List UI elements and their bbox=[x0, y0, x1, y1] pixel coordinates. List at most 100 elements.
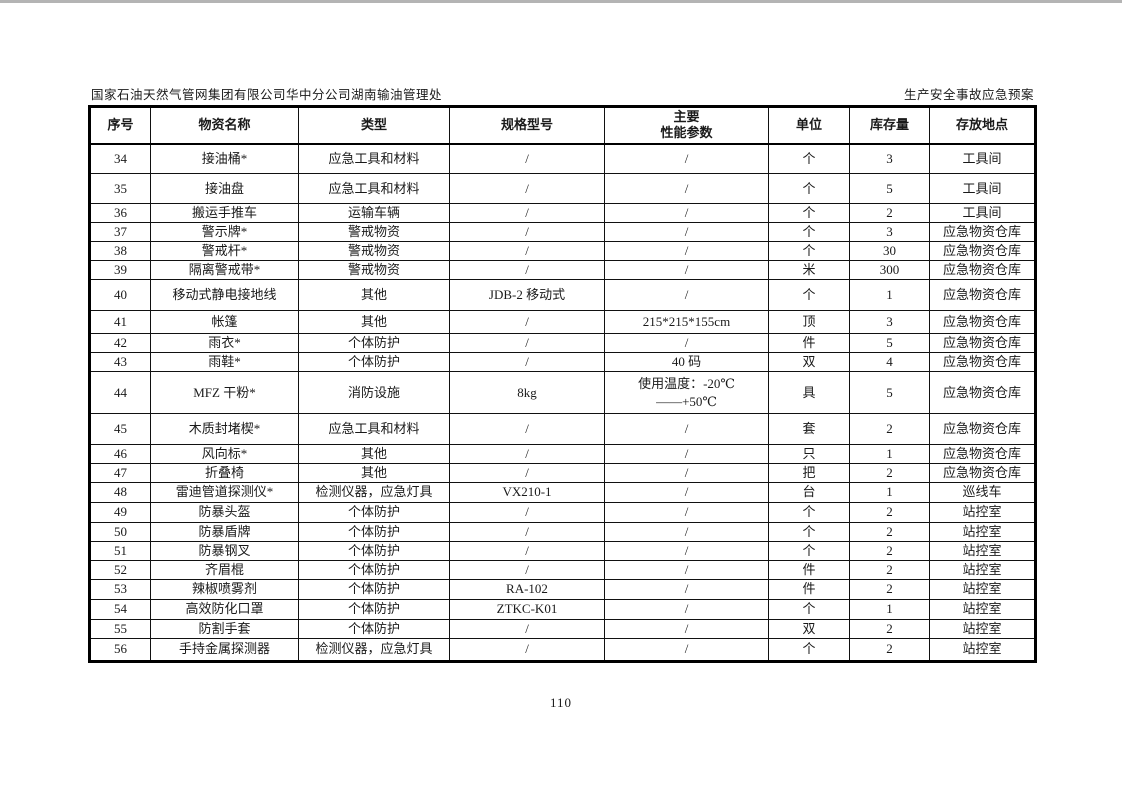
cell-material-name: 接油桶* bbox=[150, 143, 299, 174]
col-header-storage-location: 存放地点 bbox=[929, 106, 1036, 145]
cell-storage-location: 工具间 bbox=[929, 173, 1036, 204]
cell-unit: 个 bbox=[768, 143, 850, 174]
cell-material-name: MFZ 干粉* bbox=[150, 371, 299, 414]
cell-material-name: 防暴钢叉 bbox=[150, 540, 299, 561]
cell-unit: 个 bbox=[768, 501, 850, 523]
table-row: 49 防暴头盔 个体防护 / / 个 2 站控室 bbox=[89, 501, 1036, 523]
cell-main-params: / bbox=[604, 578, 769, 600]
cell-unit: 只 bbox=[768, 444, 850, 464]
col-header-seq: 序号 bbox=[89, 106, 151, 145]
table-row: 46 风向标* 其他 / / 只 1 应急物资仓库 bbox=[89, 444, 1036, 464]
cell-storage-location: 应急物资仓库 bbox=[929, 462, 1036, 483]
cell-stock-qty: 2 bbox=[849, 578, 930, 600]
cell-storage-location: 应急物资仓库 bbox=[929, 371, 1036, 414]
table-row: 47 折叠椅 其他 / / 把 2 应急物资仓库 bbox=[89, 462, 1036, 483]
cell-main-params: / bbox=[604, 413, 769, 445]
cell-unit: 台 bbox=[768, 481, 850, 503]
cell-main-params: 40 码 bbox=[604, 352, 769, 372]
cell-material-name: 手持金属探测器 bbox=[150, 637, 299, 662]
cell-main-params: / bbox=[604, 618, 769, 639]
cell-spec-model: RA-102 bbox=[449, 578, 605, 600]
col-header-spec-model: 规格型号 bbox=[449, 106, 605, 145]
cell-unit: 个 bbox=[768, 540, 850, 561]
cell-stock-qty: 5 bbox=[849, 333, 930, 353]
cell-material-name: 高效防化口罩 bbox=[150, 598, 299, 620]
cell-storage-location: 站控室 bbox=[929, 578, 1036, 600]
table-row: 37 警示牌* 警戒物资 / / 个 3 应急物资仓库 bbox=[89, 222, 1036, 242]
cell-storage-location: 站控室 bbox=[929, 521, 1036, 542]
cell-storage-location: 应急物资仓库 bbox=[929, 222, 1036, 242]
cell-stock-qty: 2 bbox=[849, 462, 930, 483]
cell-material-name: 辣椒喷雾剂 bbox=[150, 578, 299, 600]
cell-main-params: / bbox=[604, 333, 769, 353]
cell-unit: 双 bbox=[768, 618, 850, 639]
cell-unit: 套 bbox=[768, 413, 850, 445]
cell-storage-location: 应急物资仓库 bbox=[929, 333, 1036, 353]
table-row: 43 雨鞋* 个体防护/40 码双 4 应急物资仓库 bbox=[89, 352, 1036, 372]
cell-seq: 52 bbox=[89, 559, 151, 580]
cell-seq: 56 bbox=[89, 637, 151, 662]
cell-unit: 个 bbox=[768, 173, 850, 204]
cell-spec-model: / bbox=[449, 501, 605, 523]
cell-seq: 34 bbox=[89, 143, 151, 174]
cell-unit: 个 bbox=[768, 598, 850, 620]
cell-material-name: 警示牌* bbox=[150, 222, 299, 242]
cell-material-name: 移动式静电接地线 bbox=[150, 279, 299, 311]
cell-stock-qty: 5 bbox=[849, 371, 930, 414]
cell-material-name: 防暴盾牌 bbox=[150, 521, 299, 542]
cell-stock-qty: 2 bbox=[849, 559, 930, 580]
cell-stock-qty: 1 bbox=[849, 481, 930, 503]
cell-main-params: / bbox=[604, 143, 769, 174]
cell-main-params: / bbox=[604, 481, 769, 503]
cell-stock-qty: 5 bbox=[849, 173, 930, 204]
cell-main-params: / bbox=[604, 540, 769, 561]
cell-spec-model: / bbox=[449, 618, 605, 639]
cell-material-name: 木质封堵楔* bbox=[150, 413, 299, 445]
cell-stock-qty: 3 bbox=[849, 143, 930, 174]
cell-unit: 个 bbox=[768, 521, 850, 542]
cell-material-name: 齐眉棍 bbox=[150, 559, 299, 580]
cell-seq: 42 bbox=[89, 333, 151, 353]
col-header-type: 类型 bbox=[298, 106, 450, 145]
table-row: 39 隔离警戒带* 警戒物资 / / 米 300 应急物资仓库 bbox=[89, 260, 1036, 280]
page-header: 国家石油天然气管网集团有限公司华中分公司湖南输油管理处 生产安全事故应急预案 bbox=[91, 84, 1034, 103]
cell-spec-model: / bbox=[449, 521, 605, 542]
cell-spec-model: / bbox=[449, 462, 605, 483]
cell-storage-location: 站控室 bbox=[929, 618, 1036, 639]
cell-spec-model: / bbox=[449, 241, 605, 261]
cell-main-params: / bbox=[604, 260, 769, 280]
cell-main-params: / bbox=[604, 559, 769, 580]
cell-type: 个体防护 bbox=[298, 540, 450, 561]
cell-seq: 38 bbox=[89, 241, 151, 261]
header-right-text: 生产安全事故应急预案 bbox=[903, 88, 1034, 102]
table-row: 40 移动式静电接地线 其他 JDB-2 移动式 / 个 1 应急物资仓库 bbox=[89, 279, 1036, 311]
cell-type: 消防设施 bbox=[298, 371, 450, 414]
cell-material-name: 防暴头盔 bbox=[150, 501, 299, 523]
cell-unit: 双 bbox=[768, 352, 850, 372]
table-row: 56 手持金属探测器 检测仪器，应急灯具 / / 个 2 站控室 bbox=[89, 637, 1036, 662]
cell-spec-model: / bbox=[449, 559, 605, 580]
cell-unit: 件 bbox=[768, 578, 850, 600]
cell-main-params: / bbox=[604, 462, 769, 483]
cell-storage-location: 站控室 bbox=[929, 637, 1036, 662]
cell-stock-qty: 3 bbox=[849, 222, 930, 242]
cell-material-name: 折叠椅 bbox=[150, 462, 299, 483]
cell-stock-qty: 2 bbox=[849, 203, 930, 223]
cell-type: 警戒物资 bbox=[298, 241, 450, 261]
cell-seq: 54 bbox=[89, 598, 151, 620]
cell-type: 检测仪器，应急灯具 bbox=[298, 481, 450, 503]
cell-storage-location: 应急物资仓库 bbox=[929, 279, 1036, 311]
cell-main-params: / bbox=[604, 637, 769, 662]
cell-main-params: / bbox=[604, 521, 769, 542]
col-header-stock-qty: 库存量 bbox=[849, 106, 930, 145]
cell-main-params: / bbox=[604, 279, 769, 311]
cell-spec-model: / bbox=[449, 352, 605, 372]
cell-type: 其他 bbox=[298, 462, 450, 483]
cell-unit: 顶 bbox=[768, 310, 850, 334]
cell-type: 应急工具和材料 bbox=[298, 173, 450, 204]
cell-stock-qty: 3 bbox=[849, 310, 930, 334]
cell-storage-location: 应急物资仓库 bbox=[929, 260, 1036, 280]
cell-spec-model: / bbox=[449, 260, 605, 280]
cell-storage-location: 应急物资仓库 bbox=[929, 352, 1036, 372]
